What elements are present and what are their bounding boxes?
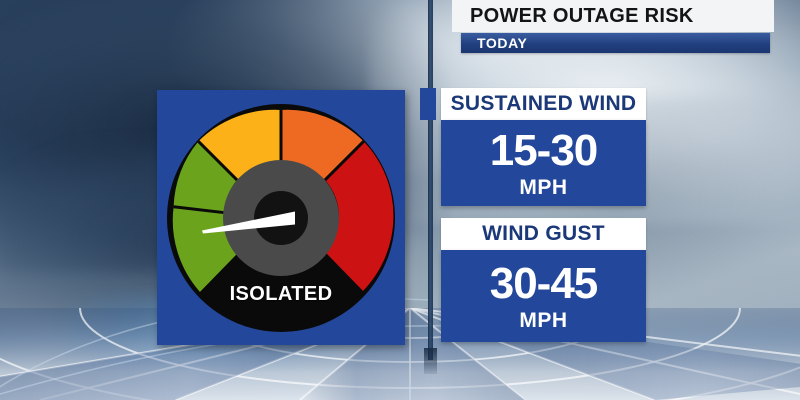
sustained-wind-heading: SUSTAINED WIND (441, 88, 646, 120)
card-accent-tab (420, 88, 436, 120)
timeframe-bar: TODAY (461, 33, 770, 53)
graphic-support-pole (428, 0, 433, 360)
page-title: POWER OUTAGE RISK (452, 0, 774, 32)
wind-gust-unit: MPH (519, 308, 568, 332)
sustained-wind-unit: MPH (519, 175, 568, 199)
risk-gauge-graphic (157, 90, 405, 345)
graphic-pole-base (424, 348, 437, 374)
gauge-segment-green (173, 140, 237, 213)
gauge-svg (167, 103, 395, 332)
sustained-wind-value: 15-30 (489, 125, 599, 175)
wind-gust-body: 30-45 MPH (441, 250, 646, 342)
wind-gust-card: WIND GUST 30-45 MPH (441, 218, 646, 342)
sustained-wind-body: 15-30 MPH (441, 120, 646, 206)
page-title-text: POWER OUTAGE RISK (470, 4, 694, 27)
sustained-wind-heading-text: SUSTAINED WIND (450, 92, 637, 115)
gauge-segment-orange (281, 109, 364, 180)
timeframe-label: TODAY (477, 35, 528, 51)
gauge-base-arc (200, 252, 362, 329)
wind-gust-heading: WIND GUST (441, 218, 646, 250)
sustained-wind-card: SUSTAINED WIND 15-30 MPH (441, 88, 646, 206)
gauge-needle (202, 211, 295, 233)
risk-gauge-panel: ISOLATED (157, 90, 405, 345)
wind-gust-heading-text: WIND GUST (482, 222, 605, 245)
gauge-segment-red (324, 140, 394, 292)
gauge-segment-dividers (173, 109, 365, 293)
wind-gust-value: 30-45 (489, 258, 599, 308)
gauge-segment-amber (198, 109, 281, 180)
